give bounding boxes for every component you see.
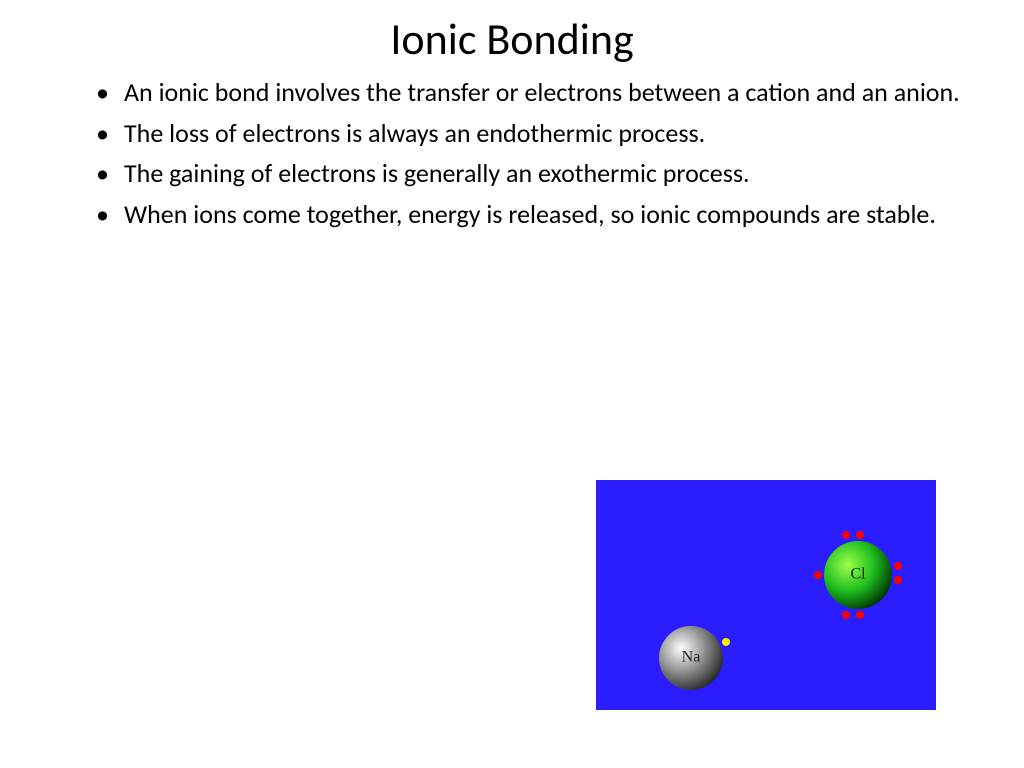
bullet-item: The gaining of electrons is generally an… bbox=[96, 157, 964, 190]
cl-electron bbox=[894, 576, 902, 584]
cl-electron bbox=[842, 531, 850, 539]
slide-title: Ionic Bonding bbox=[0, 0, 1024, 76]
cl-electron bbox=[842, 611, 850, 619]
cl-electron bbox=[856, 531, 864, 539]
cl-electron bbox=[894, 562, 902, 570]
na-label: Na bbox=[682, 649, 701, 666]
na-electron bbox=[722, 638, 730, 646]
cl-electron bbox=[856, 611, 864, 619]
cl-electron bbox=[814, 571, 822, 579]
bullet-item: An ionic bond involves the transfer or e… bbox=[96, 76, 964, 109]
bullet-item: When ions come together, energy is relea… bbox=[96, 198, 964, 231]
bullet-item: The loss of electrons is always an endot… bbox=[96, 117, 964, 150]
bullet-list: An ionic bond involves the transfer or e… bbox=[0, 76, 1024, 230]
cl-label: Cl bbox=[850, 566, 866, 583]
ionic-diagram: Cl Na bbox=[596, 480, 936, 710]
